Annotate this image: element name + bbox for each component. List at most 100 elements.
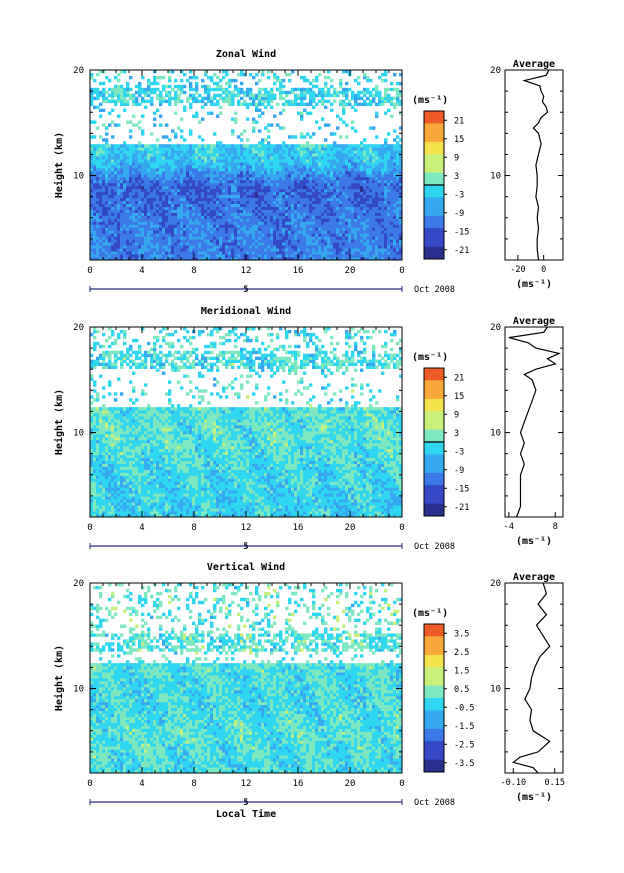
date-label: Oct 2008 [414,285,455,295]
colorbar-unit-label: (ms⁻¹) [412,95,448,106]
colorbar-unit-label: (ms⁻¹) [412,352,448,363]
x-tick-label: 12 [241,266,252,276]
y-tick-label: 20 [73,579,84,589]
profile-frame [504,69,564,261]
panel-1: Zonal Wind 20 10 Height (km) 0 4 8 12 16 20 0 5 Oct … [53,48,564,295]
colorbar-tick-label: 3.5 [454,629,469,639]
x-tick-label: 20 [345,523,356,533]
x-tick-label: 16 [293,266,304,276]
profile-title: Average [513,316,555,327]
profile-y-tick-label: 10 [490,429,501,439]
heatmap-field [90,327,403,518]
y-axis-label: Height (km) [53,132,65,198]
colorbar-tick-label: -21 [454,503,469,513]
day-label: 5 [243,285,248,295]
colorbar-tick-label: 0.5 [454,685,469,695]
heatmap-field [90,583,403,774]
profile-x-tick-label: 0.15 [544,778,564,788]
profile-title: Average [513,59,555,70]
x-tick-label: 0 [87,779,92,789]
panel-3: Vertical Wind 20 10 Height (km) 0 4 8 12 16 20 0 5 O… [53,561,565,820]
colorbar: 3.5 2.5 1.5 0.5 -0.5 -1.5 -2.5 -3.5 [423,623,474,773]
y-tick-label: 20 [73,323,84,333]
colorbar-tick-label: 15 [454,392,464,402]
profile-unit-label: (ms⁻¹) [516,536,552,547]
colorbar-tick-label: -15 [454,227,469,237]
y-tick-label: 20 [73,66,84,76]
x-tick-label: 20 [345,266,356,276]
profile-line [508,326,561,518]
colorbar: 21 15 9 3 -3 -9 -15 -21 [423,110,469,260]
average-profile: Average 20 10 -20 0 (ms⁻¹) [490,59,564,290]
profile-x-tick-label: -4 [504,522,514,532]
x-tick-label: 16 [293,523,304,533]
colorbar-tick-label: -2.5 [454,740,474,750]
x-tick-label: 4 [139,523,144,533]
panel-title: Vertical Wind [207,561,285,573]
profile-y-tick-label: 20 [490,66,501,76]
y-tick-label: 10 [73,429,84,439]
profile-title: Average [513,572,555,583]
average-profile: Average 20 10 -4 8(ms⁻¹) [490,316,564,547]
colorbar-tick-label: -3 [454,190,464,200]
x-tick-label: 8 [191,779,196,789]
y-axis-label: Height (km) [53,389,65,455]
colorbar-frame [423,623,445,773]
profile-x-tick-label: 8 [553,522,558,532]
profile-frame [504,326,564,518]
colorbar-tick-label: 3 [454,172,459,182]
x-tick-label: 8 [191,523,196,533]
heatmap-field [90,70,403,261]
panel-title: Meridional Wind [201,305,291,317]
colorbar-tick-label: 9 [454,410,459,420]
panel-title: Zonal Wind [216,48,276,60]
colorbar-tick-label: -9 [454,209,464,219]
y-tick-label: 10 [73,685,84,695]
x-tick-label: 20 [345,779,356,789]
colorbar-tick-label: -1.5 [454,722,474,732]
x-tick-label: 0 [399,266,404,276]
profile-unit-label: (ms⁻¹) [516,792,552,803]
colorbar-tick-label: 9 [454,153,459,163]
colorbar-tick-label: -3 [454,447,464,457]
colorbar-tick-label: -0.5 [454,703,474,713]
colorbar-tick-label: -21 [454,246,469,256]
colorbar-tick-label: -3.5 [454,759,474,769]
x-tick-label: 0 [87,523,92,533]
panel-2: Meridional Wind 20 10 Height (km) 0 4 8 12 16 20 0… [53,305,564,552]
profile-y-tick-label: 20 [490,579,501,589]
x-tick-label: 4 [139,266,144,276]
colorbar-tick-label: 21 [454,373,464,383]
profile-line [511,582,551,774]
profile-x-tick-label: -0.10 [500,778,526,788]
y-axis-label: Height (km) [53,645,65,711]
y-tick-label: 10 [73,172,84,182]
date-label: Oct 2008 [414,542,455,552]
day-label: 5 [243,542,248,552]
colorbar-tick-label: 21 [454,116,464,126]
average-profile: Average 20 10 -0.10 0.15 (ms⁻¹) [490,572,565,803]
x-tick-label: 12 [241,523,252,533]
x-tick-label: 0 [87,266,92,276]
colorbar-tick-label: 3 [454,429,459,439]
x-tick-label: 12 [241,779,252,789]
x-tick-label: 8 [191,266,196,276]
colorbar-tick-label: -15 [454,484,469,494]
profile-line [522,69,550,261]
colorbar-tick-label: 1.5 [454,666,469,676]
colorbar-tick-label: -9 [454,466,464,476]
colorbar-tick-label: 2.5 [454,648,469,658]
colorbar-unit-label: (ms⁻¹) [412,608,448,619]
profile-y-tick-label: 10 [490,172,501,182]
x-tick-label: 16 [293,779,304,789]
x-tick-label: 4 [139,779,144,789]
x-tick-label: 0 [399,779,404,789]
colorbar: 21 15 9 3 -3 -9 -15 -21 [423,367,469,517]
profile-y-tick-label: 20 [490,323,501,333]
profile-y-tick-label: 10 [490,685,501,695]
colorbar-tick-label: 15 [454,135,464,145]
profile-unit-label: (ms⁻¹) [516,279,552,290]
profile-x-tick-label: -20 [510,265,525,275]
profile-x-tick-label: 0 [541,265,546,275]
